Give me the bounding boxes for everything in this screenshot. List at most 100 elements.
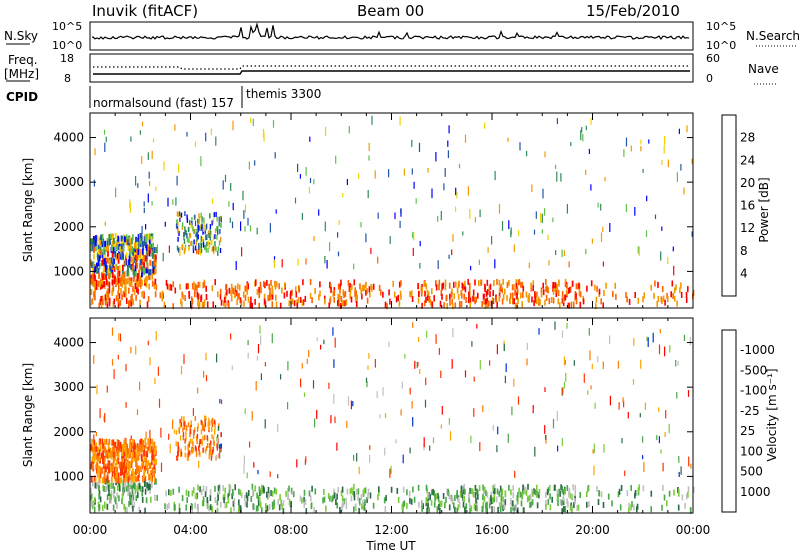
data-cell <box>479 360 481 370</box>
data-cell <box>493 483 496 490</box>
colorbar-tick-label: 8 <box>740 244 748 258</box>
data-cell <box>111 245 113 252</box>
data-cell <box>187 422 190 428</box>
data-cell <box>582 298 585 305</box>
data-cell <box>349 287 352 294</box>
data-cell <box>511 284 514 291</box>
data-cell <box>561 330 564 338</box>
data-cell <box>103 129 106 135</box>
data-cell <box>268 504 271 510</box>
data-cell <box>192 433 195 439</box>
data-cell <box>205 244 207 250</box>
data-cell <box>339 283 341 290</box>
data-cell <box>148 474 150 480</box>
data-cell <box>116 476 118 483</box>
data-cell <box>484 122 486 129</box>
data-cell <box>657 296 660 302</box>
data-cell <box>136 281 139 288</box>
data-cell <box>376 391 378 399</box>
data-cell <box>112 262 114 268</box>
data-cell <box>378 489 380 496</box>
data-cell <box>248 161 250 170</box>
data-cell <box>147 483 150 490</box>
data-cell <box>673 489 675 496</box>
data-cell <box>201 216 203 222</box>
data-cell <box>92 267 94 274</box>
data-cell <box>198 449 200 455</box>
data-cell <box>206 503 209 510</box>
data-cell <box>350 400 352 410</box>
data-cell <box>191 490 194 497</box>
data-cell <box>191 217 193 222</box>
data-cell <box>94 148 96 156</box>
data-cell <box>117 290 119 297</box>
data-cell <box>145 464 147 471</box>
data-cell <box>311 297 313 304</box>
data-cell <box>302 279 304 286</box>
data-cell <box>501 221 504 231</box>
data-cell <box>113 466 116 473</box>
data-cell <box>595 296 598 303</box>
data-cell <box>90 493 93 500</box>
data-cell <box>177 236 179 242</box>
data-cell <box>452 303 454 310</box>
data-cell <box>478 259 480 265</box>
data-cell <box>141 266 143 273</box>
data-cell <box>117 444 120 451</box>
data-cell <box>122 291 125 297</box>
data-cell <box>219 248 222 253</box>
data-cell <box>309 136 311 142</box>
data-cell <box>114 474 117 481</box>
data-cell <box>235 261 237 270</box>
data-cell <box>198 460 200 469</box>
data-cell <box>488 300 490 307</box>
data-cell <box>444 168 446 177</box>
data-cell <box>477 493 479 500</box>
data-cell <box>586 491 588 498</box>
data-cell <box>134 270 137 277</box>
data-cell <box>319 290 321 297</box>
data-cell <box>168 433 170 440</box>
data-cell <box>370 284 372 290</box>
data-cell <box>455 187 457 196</box>
data-cell <box>132 494 135 501</box>
data-cell <box>449 494 452 501</box>
data-cell <box>121 274 123 281</box>
data-cell <box>144 438 147 445</box>
data-cell <box>90 463 93 470</box>
data-cell <box>177 441 179 447</box>
data-cell <box>103 415 105 422</box>
data-cell <box>118 293 121 300</box>
data-cell <box>572 301 575 308</box>
data-cell <box>194 415 196 421</box>
data-cell <box>390 486 393 493</box>
data-cell <box>130 281 133 287</box>
data-cell <box>268 295 270 302</box>
data-cell <box>524 486 527 493</box>
data-cell <box>364 507 367 514</box>
data-cell <box>374 170 376 179</box>
data-cell <box>479 209 481 218</box>
data-cell <box>364 282 367 289</box>
data-cell <box>384 413 387 419</box>
data-cell <box>447 150 449 159</box>
data-cell <box>230 289 232 296</box>
data-cell <box>129 248 131 255</box>
data-cell <box>198 213 200 219</box>
data-cell <box>388 341 390 348</box>
data-cell <box>139 259 142 266</box>
data-cell <box>129 299 131 306</box>
data-cell <box>489 283 492 290</box>
data-cell <box>220 447 222 453</box>
data-cell <box>254 279 257 286</box>
data-cell <box>246 495 249 502</box>
data-cell <box>260 373 262 381</box>
data-cell <box>153 458 156 465</box>
data-cell <box>574 485 577 491</box>
data-cell <box>656 435 658 441</box>
data-cell <box>260 287 262 294</box>
data-cell <box>452 327 454 338</box>
data-cell <box>137 234 139 242</box>
data-cell <box>239 489 242 496</box>
